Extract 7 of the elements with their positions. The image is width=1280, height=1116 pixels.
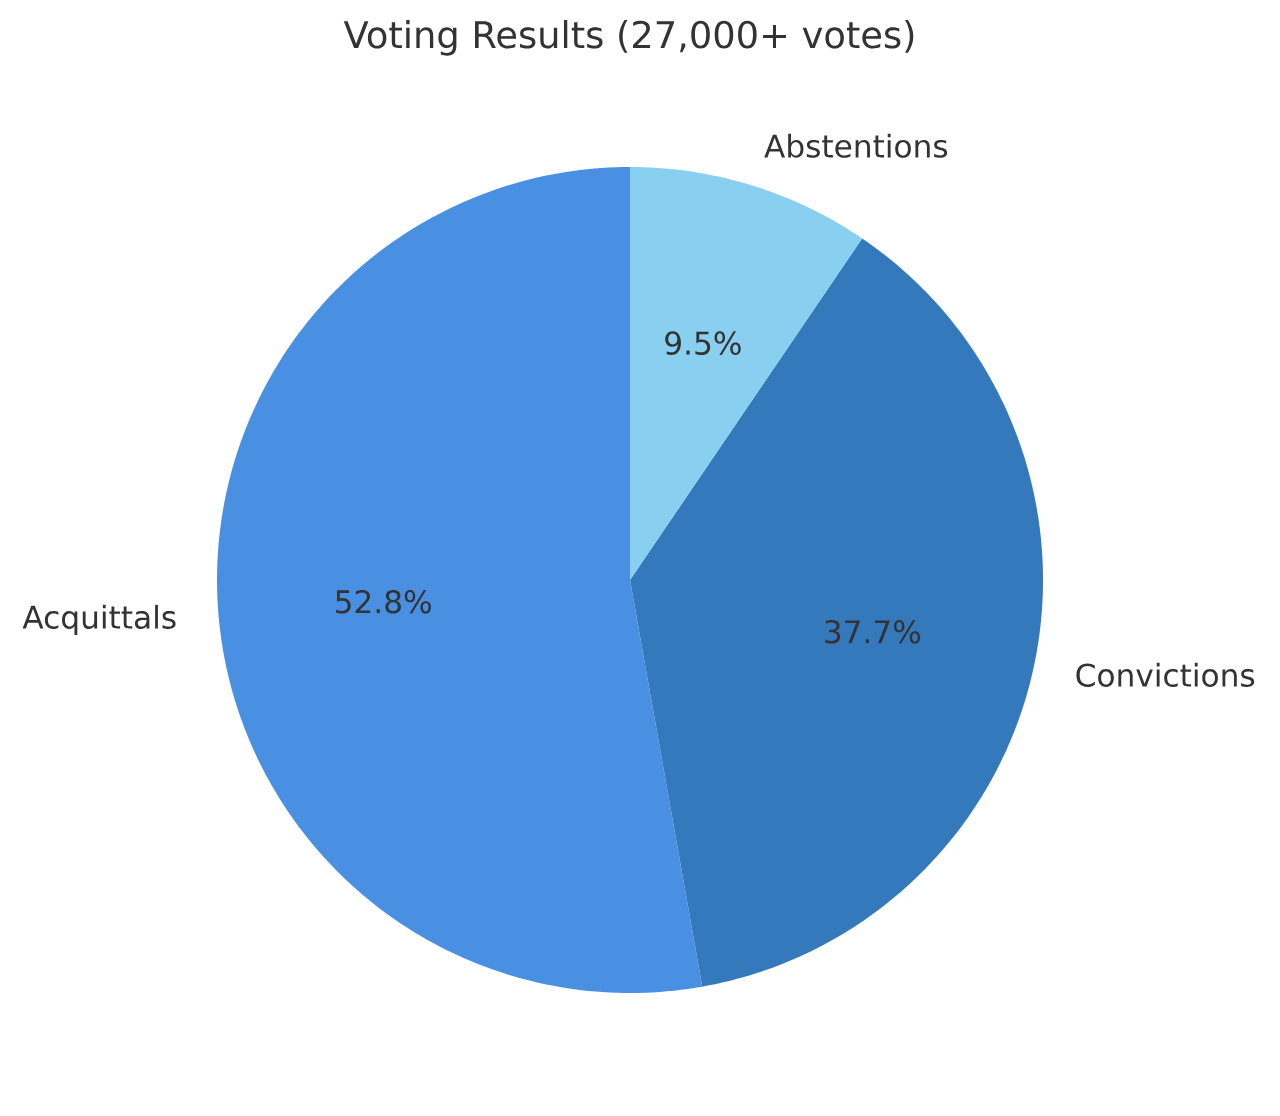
chart-title: Voting Results (27,000+ votes) [343,20,914,56]
data-label: 52.8% [336,589,431,614]
data-label: 37.7% [825,619,921,644]
data-label: 9.5% [665,331,741,355]
slice-label: Abstentions [764,133,948,158]
slice-label: Acquittals [22,604,176,636]
slice-label: Convictions [1076,662,1255,687]
